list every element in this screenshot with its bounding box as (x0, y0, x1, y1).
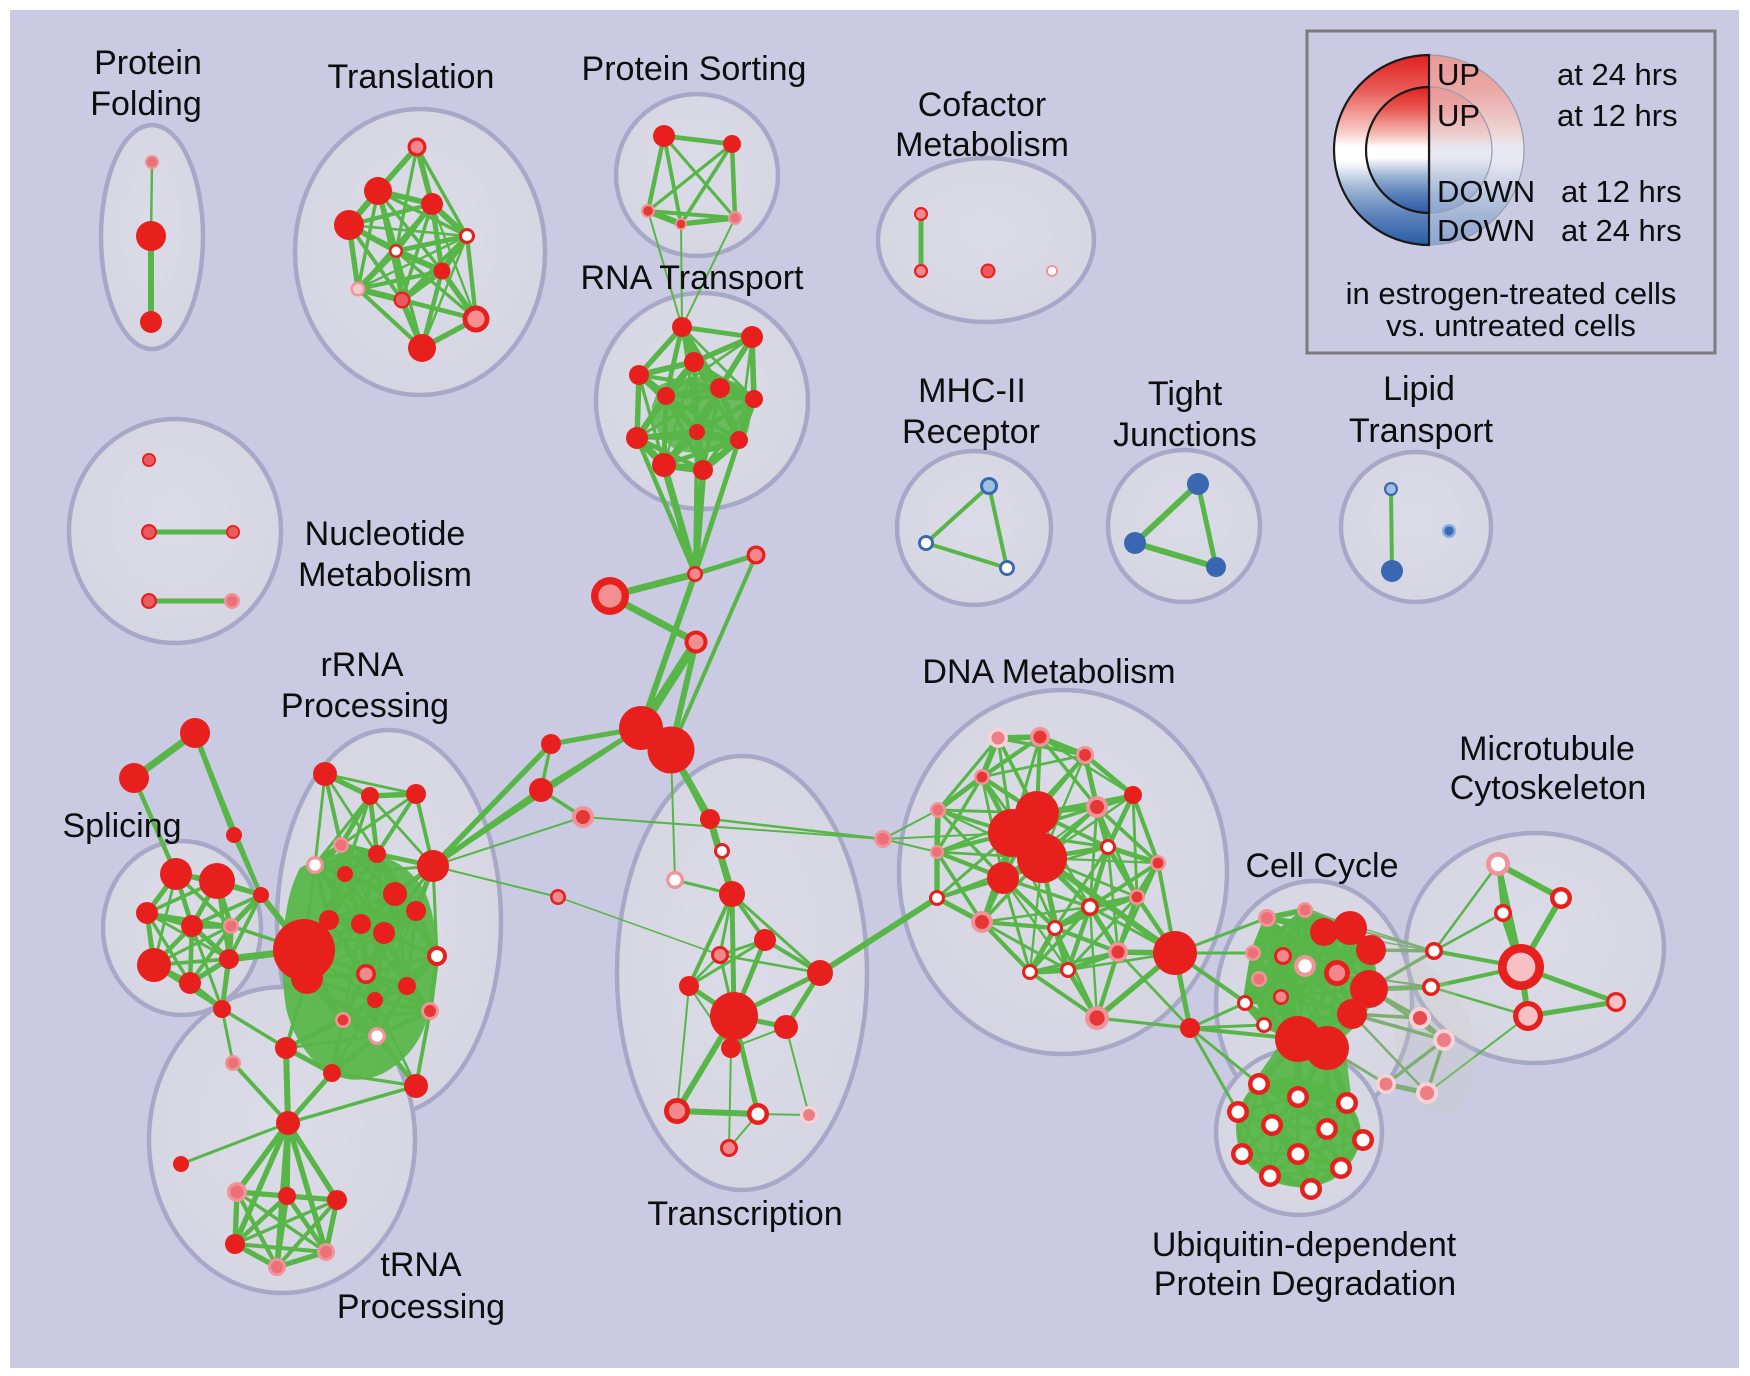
svg-text:Processing: Processing (337, 1288, 505, 1326)
svg-text:Metabolism: Metabolism (895, 126, 1069, 164)
svg-text:tRNA: tRNA (380, 1246, 462, 1284)
svg-text:UP: UP (1437, 98, 1480, 133)
svg-text:Folding: Folding (90, 85, 202, 123)
svg-text:Transport: Transport (1349, 412, 1494, 450)
svg-text:Transcription: Transcription (647, 1195, 842, 1233)
svg-text:in estrogen-treated cells: in estrogen-treated cells (1346, 276, 1677, 311)
svg-text:at 24 hrs: at 24 hrs (1561, 213, 1682, 248)
svg-text:at 12 hrs: at 12 hrs (1557, 98, 1678, 133)
svg-text:Cell Cycle: Cell Cycle (1245, 847, 1398, 885)
svg-text:vs. untreated cells: vs. untreated cells (1386, 308, 1636, 343)
svg-text:Tight: Tight (1148, 375, 1223, 413)
svg-text:DOWN: DOWN (1437, 174, 1535, 209)
svg-text:rRNA: rRNA (320, 646, 403, 684)
svg-text:Cytoskeleton: Cytoskeleton (1450, 769, 1647, 807)
svg-text:Cofactor: Cofactor (918, 86, 1047, 124)
svg-text:Nucleotide: Nucleotide (305, 515, 466, 553)
svg-text:Receptor: Receptor (902, 413, 1040, 451)
svg-text:Junctions: Junctions (1113, 416, 1257, 454)
svg-text:Protein Degradation: Protein Degradation (1154, 1265, 1456, 1303)
svg-text:DOWN: DOWN (1437, 213, 1535, 248)
svg-text:Splicing: Splicing (62, 807, 181, 845)
svg-text:at 24 hrs: at 24 hrs (1557, 57, 1678, 92)
svg-text:Protein Sorting: Protein Sorting (582, 50, 807, 88)
svg-text:Translation: Translation (328, 58, 495, 96)
svg-text:Microtubule: Microtubule (1459, 730, 1635, 768)
svg-text:Lipid: Lipid (1383, 370, 1455, 408)
svg-text:Metabolism: Metabolism (298, 556, 472, 594)
svg-text:RNA Transport: RNA Transport (581, 259, 805, 297)
svg-text:MHC-II: MHC-II (918, 372, 1026, 410)
svg-text:DNA Metabolism: DNA Metabolism (922, 653, 1175, 691)
svg-text:Protein: Protein (94, 44, 202, 82)
svg-text:UP: UP (1437, 57, 1480, 92)
svg-text:at 12 hrs: at 12 hrs (1561, 174, 1682, 209)
svg-text:Processing: Processing (281, 687, 449, 725)
svg-text:Ubiquitin-dependent: Ubiquitin-dependent (1152, 1226, 1457, 1264)
